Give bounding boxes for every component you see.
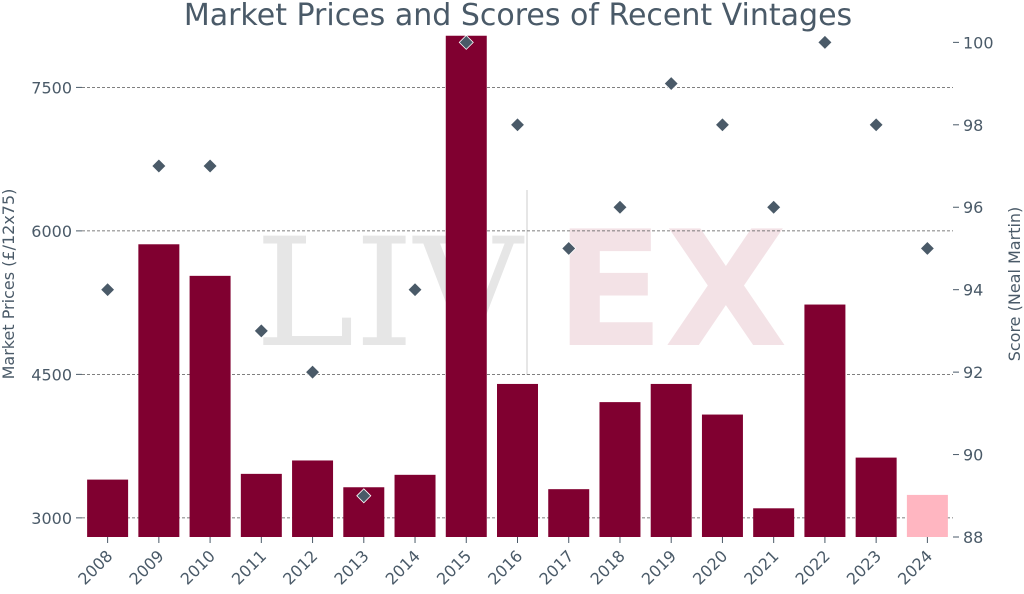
x-tick-label: 2018 — [587, 546, 629, 588]
left-tick-label: 7500 — [31, 78, 72, 97]
price-bar-2019 — [650, 383, 692, 537]
price-bar-2022 — [804, 304, 846, 537]
left-axis-ticks: 3000 4500 6000 7500 — [31, 78, 82, 528]
x-tick-label: 2017 — [535, 546, 577, 588]
x-tick-label: 2022 — [792, 546, 834, 588]
score-point-2013 — [356, 488, 372, 504]
price-bar-2018 — [599, 402, 641, 537]
score-point-2017 — [561, 240, 577, 257]
score-point-2010 — [202, 158, 218, 174]
right-tick-label: 98 — [963, 116, 983, 135]
chart-title: Market Prices and Scores of Recent Vinta… — [184, 0, 852, 33]
price-bar-2016 — [497, 383, 538, 537]
price-bar-2017 — [548, 489, 590, 537]
x-tick-label: 2008 — [74, 546, 116, 588]
x-tick-label: 2011 — [228, 546, 270, 588]
score-points — [100, 34, 935, 504]
score-point-2012 — [304, 364, 321, 380]
x-tick-label: 2014 — [382, 546, 424, 588]
price-bar-2011 — [240, 473, 282, 537]
price-bar-2010 — [189, 275, 231, 537]
x-tick-label: 2010 — [177, 546, 219, 588]
left-tick-label: 6000 — [31, 222, 72, 241]
right-axis-ticks: 88 90 92 94 96 98 100 — [953, 33, 994, 547]
right-tick-label: 88 — [963, 528, 983, 547]
right-tick-label: 96 — [963, 198, 983, 217]
score-point-2014 — [407, 282, 423, 298]
right-tick-label: 100 — [963, 33, 994, 52]
watermark: LIV EX — [255, 190, 788, 383]
watermark-right-text: EX — [555, 196, 788, 383]
x-tick-label: 2024 — [894, 546, 936, 588]
right-tick-label: 90 — [963, 446, 983, 465]
score-point-2019 — [663, 76, 679, 92]
y-axis-label-left: Market Prices (£/12x75) — [0, 189, 18, 380]
score-point-2011 — [253, 323, 269, 339]
x-tick-label: 2020 — [689, 546, 731, 588]
score-point-2020 — [714, 117, 731, 133]
left-tick-label: 4500 — [31, 365, 72, 384]
price-bar-2014 — [394, 474, 436, 537]
score-point-2016 — [509, 117, 526, 133]
x-tick-label: 2013 — [330, 546, 372, 588]
x-tick-label: 2016 — [484, 546, 526, 588]
score-point-2015 — [458, 34, 474, 50]
price-bar-2023 — [855, 457, 897, 537]
price-bar-2012 — [292, 460, 334, 537]
x-tick-label: 2023 — [843, 546, 885, 588]
right-tick-label: 94 — [963, 281, 983, 300]
y-axis-label-right: Score (Neal Martin) — [1005, 207, 1024, 362]
price-bar-2024 — [906, 494, 948, 537]
price-bar-2008 — [87, 479, 129, 537]
x-tick-label: 2019 — [638, 546, 680, 588]
score-point-2008 — [100, 282, 116, 298]
score-point-2021 — [766, 199, 782, 215]
x-tick-label: 2012 — [279, 546, 321, 588]
x-axis-ticks: 2008 2009 2010 2011 2012 2013 2014 2015 2016 2017… — [74, 537, 936, 589]
price-bars — [87, 35, 948, 538]
score-point-2009 — [151, 158, 167, 174]
price-bar-2021 — [753, 508, 795, 537]
score-point-2024 — [919, 240, 935, 257]
price-bar-2015 — [445, 35, 487, 537]
right-tick-label: 92 — [963, 363, 983, 382]
score-point-2018 — [612, 199, 628, 215]
x-tick-label: 2009 — [125, 546, 167, 588]
left-tick-label: 3000 — [31, 509, 72, 528]
price-bar-2009 — [138, 244, 180, 538]
x-tick-label: 2021 — [740, 546, 782, 588]
price-bar-2020 — [701, 414, 743, 537]
score-point-2023 — [868, 117, 884, 133]
score-point-2022 — [817, 34, 833, 50]
x-tick-label: 2015 — [433, 546, 475, 588]
